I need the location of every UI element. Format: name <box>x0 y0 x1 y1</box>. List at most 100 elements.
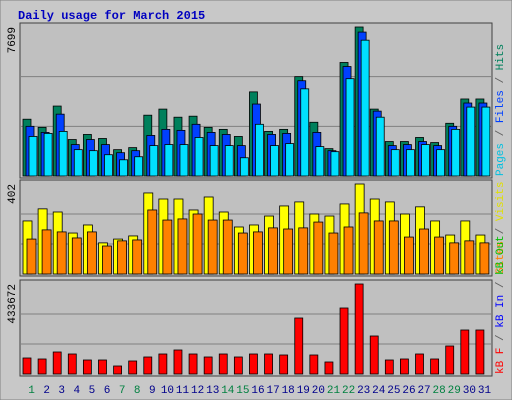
legend: Sites / Visits <box>495 182 507 274</box>
bar <box>162 219 173 275</box>
bar <box>26 238 37 275</box>
bar <box>445 345 455 375</box>
bar <box>164 144 174 177</box>
bar <box>324 361 334 375</box>
bar <box>466 106 476 177</box>
bar <box>179 144 189 177</box>
bar <box>56 231 67 275</box>
x-tick-label: 12 <box>191 385 204 397</box>
bar <box>328 232 339 275</box>
x-tick-label: 20 <box>312 385 325 397</box>
bar <box>373 220 384 275</box>
x-tick-label: 23 <box>357 385 370 397</box>
bar <box>400 358 409 375</box>
x-tick-label: 13 <box>206 385 219 397</box>
bar <box>71 237 82 275</box>
bar <box>285 143 295 177</box>
bar <box>98 359 107 375</box>
bar <box>360 39 370 177</box>
bar <box>264 353 273 375</box>
x-tick-label: 28 <box>433 385 446 397</box>
bar <box>421 144 430 177</box>
bar <box>255 123 264 177</box>
y-tick-label: 433672 <box>7 284 19 324</box>
bar <box>313 221 324 275</box>
x-tick-label: 16 <box>251 385 264 397</box>
x-tick-label: 17 <box>266 385 279 397</box>
bar <box>86 231 97 275</box>
bar <box>406 149 415 177</box>
bar <box>82 359 92 375</box>
y-tick-label: 7699 <box>7 27 19 53</box>
x-tick-label: 31 <box>478 385 492 397</box>
bar <box>73 149 83 177</box>
bar <box>475 329 485 375</box>
bar <box>345 78 355 177</box>
bar <box>460 329 470 375</box>
x-tick-label: 6 <box>104 385 111 397</box>
bar <box>481 106 491 177</box>
bar <box>479 242 490 275</box>
bar <box>430 358 440 375</box>
bar <box>28 136 38 177</box>
bar <box>52 351 62 375</box>
x-tick-label: 7 <box>119 385 126 397</box>
bar <box>294 317 304 375</box>
legend: Pages / Files / Hits <box>495 44 507 176</box>
legend: kB F / kB In / kB Out <box>495 235 507 374</box>
bar <box>339 307 349 375</box>
legend-entry: kB Out <box>495 235 507 275</box>
bar <box>67 353 77 375</box>
bar <box>330 151 340 177</box>
bar <box>222 219 233 275</box>
bar <box>132 239 143 275</box>
x-tick-label: 1 <box>28 385 35 397</box>
x-tick-label: 4 <box>74 385 81 397</box>
x-tick-label: 10 <box>161 385 174 397</box>
x-tick-label: 26 <box>402 385 415 397</box>
bar <box>117 240 127 275</box>
bar <box>128 360 138 375</box>
bar <box>268 227 278 275</box>
legend-entry: Files <box>495 90 507 123</box>
bar <box>384 359 394 375</box>
bar <box>43 133 53 177</box>
bar <box>177 218 188 275</box>
bar <box>419 228 429 275</box>
bar <box>203 356 213 375</box>
bar <box>390 149 400 177</box>
x-tick-label: 29 <box>448 385 461 397</box>
legend-entry: kB F <box>495 348 507 374</box>
legend-entry: Pages <box>495 143 507 176</box>
bar <box>41 229 52 275</box>
bar <box>239 157 249 177</box>
bar <box>375 116 385 177</box>
y-tick-label: 402 <box>7 184 19 204</box>
bar <box>415 353 424 375</box>
bar <box>249 353 258 375</box>
bar <box>134 156 144 177</box>
bar <box>102 245 112 275</box>
x-tick-label: 24 <box>372 385 386 397</box>
bar <box>449 242 460 275</box>
bar <box>283 228 294 275</box>
bar <box>173 349 183 375</box>
bar <box>309 354 319 375</box>
bar <box>158 353 168 375</box>
bar <box>209 145 219 177</box>
bar <box>192 213 203 275</box>
bar <box>279 354 289 375</box>
bar <box>147 209 158 275</box>
x-tick-label: 30 <box>463 385 476 397</box>
x-tick-label: 27 <box>417 385 430 397</box>
bar <box>37 358 47 375</box>
x-tick-label: 5 <box>89 385 96 397</box>
x-tick-label: 8 <box>134 385 141 397</box>
bar <box>224 145 234 177</box>
legend-entry: Hits <box>495 44 507 70</box>
bar <box>369 335 379 375</box>
x-tick-label: 18 <box>282 385 295 397</box>
x-tick-label: 15 <box>236 385 249 397</box>
x-tick-label: 9 <box>149 385 156 397</box>
bar <box>434 236 445 275</box>
